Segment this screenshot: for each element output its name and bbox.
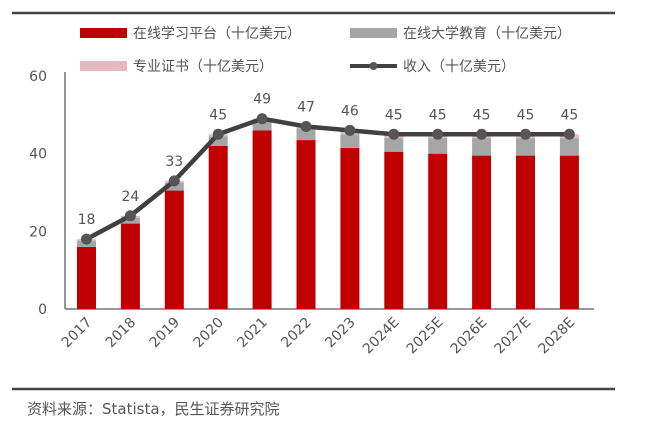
legend-swatch <box>80 28 127 38</box>
legend-marker <box>369 62 378 70</box>
bar-segment <box>428 153 448 309</box>
bar-segment <box>516 138 535 156</box>
revenue-point <box>256 113 268 125</box>
legend-label: 收入（十亿美元） <box>403 59 515 75</box>
bar-segment <box>77 246 96 309</box>
x-tick-label: 2018 <box>103 315 140 352</box>
data-label: 45 <box>385 107 403 123</box>
legend-swatch <box>350 28 397 38</box>
x-tick-label: 2019 <box>147 315 184 352</box>
bar-segment <box>164 190 184 309</box>
x-tick-label: 2028E <box>535 315 578 358</box>
data-label: 18 <box>78 212 96 228</box>
data-label: 45 <box>560 107 578 123</box>
bar-segment <box>340 134 360 148</box>
y-tick-label: 60 <box>29 69 47 85</box>
revenue-polyline <box>85 116 570 242</box>
bar-segment <box>516 155 535 309</box>
legend-label: 专业证书（十亿美元） <box>133 59 273 75</box>
bar-segment <box>559 155 579 309</box>
revenue-point <box>300 120 312 132</box>
x-tick-label: 2020 <box>191 315 228 352</box>
bar-segment <box>472 155 492 309</box>
data-label: 45 <box>517 107 535 123</box>
data-label: 47 <box>297 99 315 115</box>
bars <box>77 118 579 309</box>
revenue-point <box>212 128 224 140</box>
x-tick-label: 2026E <box>448 315 491 358</box>
revenue-line: 18 24 33 45 49 47 46 45 45 45 45 45 <box>78 92 578 245</box>
bar-segment <box>296 128 316 141</box>
bar-segment <box>252 130 272 309</box>
legend: 在线学习平台（十亿美元） 在线大学教育（十亿美元） 专业证书（十亿美元） 收入（十亿美… <box>80 26 571 75</box>
data-label: 45 <box>473 107 491 123</box>
bar-segment <box>120 223 140 309</box>
y-tick-label: 20 <box>29 224 47 240</box>
data-label: 24 <box>121 189 139 205</box>
bar-segment <box>384 138 404 152</box>
revenue-point <box>168 175 180 187</box>
revenue-point <box>81 233 92 245</box>
x-tick-label: 2017 <box>59 315 96 352</box>
bar-segment <box>296 140 316 309</box>
revenue-point <box>344 124 356 136</box>
data-label: 45 <box>209 107 227 123</box>
x-tick-label: 2025E <box>404 315 447 358</box>
revenue-point <box>432 128 444 140</box>
bar-segment <box>252 120 272 131</box>
bar-segment <box>208 136 228 146</box>
revenue-point <box>388 128 400 140</box>
x-tick-label: 2024E <box>360 315 403 358</box>
data-label: 49 <box>253 92 271 108</box>
data-label: 46 <box>341 103 359 119</box>
data-label: 33 <box>165 154 183 170</box>
revenue-point <box>476 128 488 140</box>
y-tick-label: 0 <box>38 302 47 318</box>
bar-segment <box>208 145 228 309</box>
bar-segment <box>559 138 579 156</box>
x-tick-label: 2027E <box>492 315 535 358</box>
legend-label: 在线学习平台（十亿美元） <box>133 26 301 42</box>
bar-segment <box>428 138 448 154</box>
bar-segment <box>472 138 492 156</box>
legend-swatch <box>80 61 127 71</box>
data-label: 45 <box>429 107 447 123</box>
revenue-point <box>563 128 575 140</box>
revenue-point <box>124 210 136 222</box>
y-tick-label: 40 <box>29 147 47 163</box>
legend-label: 在线大学教育（十亿美元） <box>403 26 571 42</box>
x-tick-label: 2022 <box>278 315 315 352</box>
revenue-point <box>520 128 531 140</box>
bar-segment <box>340 147 360 309</box>
source-note: 资料来源：Statista，民生证券研究院 <box>27 400 280 418</box>
bar-segment <box>164 182 184 191</box>
x-tick-label: 2023 <box>322 315 359 352</box>
bar-segment <box>384 151 404 309</box>
x-tick-label: 2021 <box>234 315 271 352</box>
